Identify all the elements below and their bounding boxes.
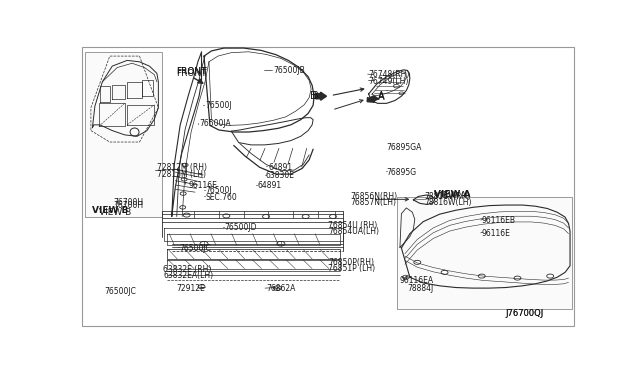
Text: 76895GA: 76895GA — [387, 143, 422, 152]
Text: A: A — [378, 92, 384, 102]
Text: 76854UA(LH): 76854UA(LH) — [328, 227, 379, 237]
Circle shape — [394, 84, 399, 88]
Text: 76500JC: 76500JC — [179, 244, 211, 253]
Circle shape — [182, 163, 188, 167]
Text: 63830E: 63830E — [266, 171, 295, 180]
Text: VIEW A: VIEW A — [434, 190, 470, 199]
Circle shape — [277, 241, 285, 246]
Text: 76850P(RH): 76850P(RH) — [328, 258, 374, 267]
Circle shape — [273, 286, 282, 291]
Circle shape — [514, 276, 521, 280]
Text: J76700QJ: J76700QJ — [506, 309, 544, 318]
Text: 96116E: 96116E — [482, 229, 511, 238]
Text: 96116EA: 96116EA — [400, 276, 434, 285]
Text: B: B — [312, 91, 319, 101]
Text: 76856N(RH): 76856N(RH) — [350, 192, 397, 201]
Circle shape — [478, 274, 485, 278]
Circle shape — [403, 275, 410, 279]
Text: VIEW B: VIEW B — [99, 208, 131, 217]
Text: 76500JC: 76500JC — [105, 287, 137, 296]
Text: 78816V(RH): 78816V(RH) — [425, 192, 471, 201]
Circle shape — [180, 206, 186, 209]
Circle shape — [183, 213, 190, 217]
Circle shape — [200, 241, 208, 246]
Circle shape — [441, 270, 448, 275]
Text: 76857N(LH): 76857N(LH) — [350, 198, 396, 207]
Text: FRONT: FRONT — [176, 69, 206, 78]
Text: 78884J: 78884J — [408, 284, 434, 293]
Text: 76749(LH): 76749(LH) — [369, 77, 409, 86]
Circle shape — [330, 215, 337, 218]
Text: 76862A: 76862A — [266, 284, 296, 293]
Text: SEC.760: SEC.760 — [205, 193, 237, 202]
Text: B: B — [310, 91, 316, 101]
Text: 76700H: 76700H — [114, 201, 144, 210]
Text: 64891: 64891 — [269, 163, 292, 172]
Text: 78816W(LH): 78816W(LH) — [425, 198, 472, 207]
Circle shape — [181, 177, 187, 181]
Bar — [85, 52, 162, 217]
Circle shape — [198, 285, 205, 289]
Text: 76500JA: 76500JA — [199, 119, 231, 128]
Text: VIEW A: VIEW A — [434, 190, 466, 199]
Text: 96116EB: 96116EB — [482, 216, 516, 225]
Circle shape — [262, 215, 269, 218]
Text: 76700H: 76700H — [114, 198, 144, 207]
Text: 76500J: 76500J — [205, 101, 232, 110]
Circle shape — [399, 92, 404, 95]
FancyArrow shape — [316, 92, 326, 100]
Text: FRONT: FRONT — [176, 67, 206, 76]
Text: FRONT: FRONT — [176, 67, 206, 76]
Text: 76500J: 76500J — [205, 186, 232, 195]
Text: 96116E: 96116E — [188, 181, 217, 190]
Text: 72812M (RH): 72812M (RH) — [157, 163, 207, 172]
FancyArrow shape — [367, 96, 378, 102]
Text: 76851P (LH): 76851P (LH) — [328, 264, 375, 273]
Text: 72912E: 72912E — [177, 283, 205, 293]
Text: A: A — [378, 91, 384, 101]
Circle shape — [414, 260, 420, 264]
Text: 76748(RH): 76748(RH) — [369, 70, 410, 79]
Text: 76895G: 76895G — [387, 169, 417, 177]
Bar — [397, 197, 572, 309]
Text: 72813M (LH): 72813M (LH) — [157, 170, 206, 179]
Circle shape — [302, 215, 309, 218]
Circle shape — [547, 274, 554, 278]
Text: 64891: 64891 — [257, 181, 281, 190]
Text: 63832EA(LH): 63832EA(LH) — [163, 271, 214, 280]
Text: VIEW B: VIEW B — [92, 206, 129, 215]
Text: 76500JD: 76500JD — [224, 224, 257, 232]
Text: J76700QJ: J76700QJ — [506, 309, 544, 318]
Circle shape — [180, 192, 186, 195]
Text: 76854U (RH): 76854U (RH) — [328, 221, 377, 230]
Text: 76500JB: 76500JB — [273, 66, 305, 75]
Text: 63832E (RH): 63832E (RH) — [163, 265, 212, 274]
Circle shape — [223, 214, 230, 218]
